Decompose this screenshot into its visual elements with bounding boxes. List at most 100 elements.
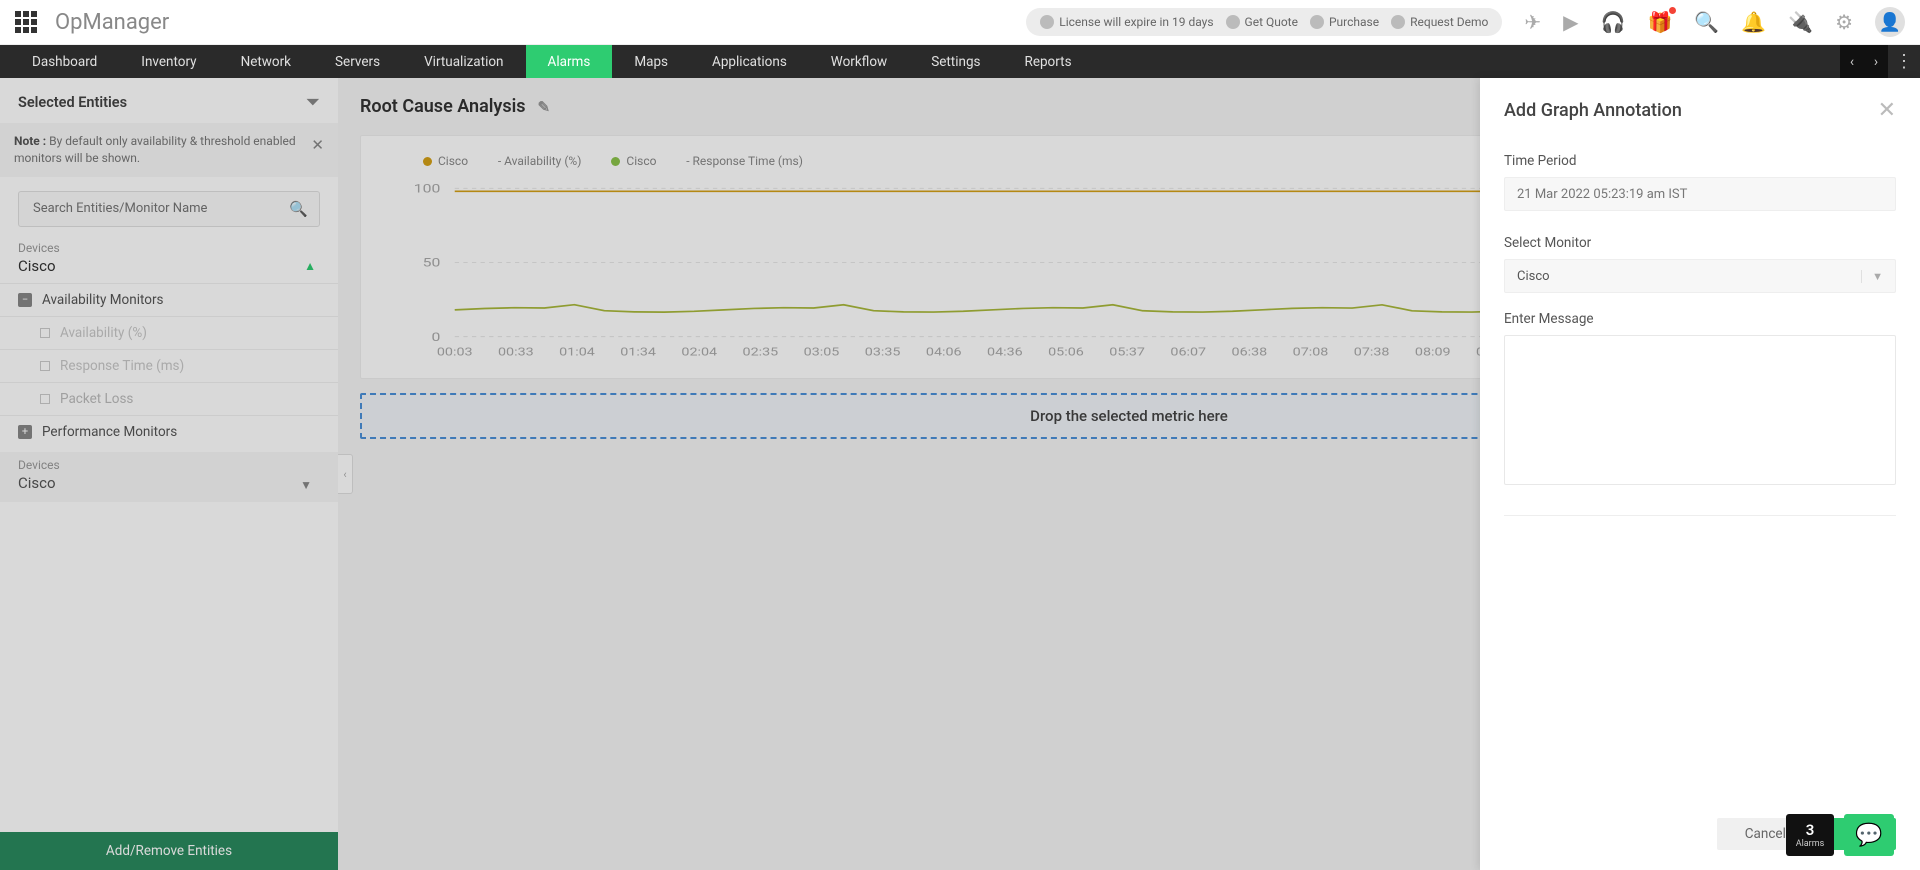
svg-text:04:36: 04:36	[987, 346, 1023, 359]
availability-monitors-row[interactable]: − Availability Monitors	[0, 283, 338, 316]
nav-reports[interactable]: Reports	[1003, 45, 1094, 78]
caret-up-icon: ▲	[304, 259, 316, 273]
svg-text:06:07: 06:07	[1170, 346, 1206, 359]
sidebar-title: Selected Entities	[18, 94, 127, 111]
nav-applications[interactable]: Applications	[690, 45, 809, 78]
svg-text:02:35: 02:35	[743, 346, 779, 359]
plug-icon[interactable]: 🔌	[1788, 10, 1813, 34]
filter-icon[interactable]: ⏷	[306, 92, 320, 113]
sidebar: Selected Entities ⏷ Note : By default on…	[0, 78, 338, 870]
svg-text:0: 0	[432, 331, 441, 344]
legend-item: Cisco - Availability (%)	[423, 154, 581, 168]
select-monitor-dropdown[interactable]: Cisco ▼	[1504, 259, 1896, 293]
svg-text:100: 100	[414, 183, 441, 196]
sidebar-note: Note : By default only availability & th…	[0, 123, 338, 177]
license-expire-text: License will expire in 19 days	[1059, 15, 1213, 29]
purchase-link[interactable]: Purchase	[1310, 15, 1379, 29]
nav-arrows: ‹ ›	[1840, 45, 1888, 78]
alarm-badge[interactable]: 3 Alarms	[1786, 814, 1834, 856]
svg-text:07:08: 07:08	[1293, 346, 1329, 359]
nav-alarms[interactable]: Alarms	[526, 45, 613, 78]
main-nav: DashboardInventoryNetworkServersVirtuali…	[0, 45, 1920, 78]
svg-text:00:33: 00:33	[498, 346, 534, 359]
monitor-tree: − Availability Monitors Availability (%)…	[0, 283, 338, 448]
cart-icon	[1310, 15, 1324, 29]
panel-title: Add Graph Annotation	[1504, 100, 1682, 121]
drag-handle-icon	[40, 394, 50, 404]
time-period-field[interactable]	[1504, 177, 1896, 211]
nav-virtualization[interactable]: Virtualization	[402, 45, 525, 78]
topbar-icons: ✈ ▶ 🎧 🎁 🔍 🔔 🔌 ⚙ 👤	[1524, 7, 1905, 37]
apps-grid-icon[interactable]	[15, 11, 37, 33]
search-icon[interactable]: 🔍	[289, 200, 308, 218]
nav-prev-icon[interactable]: ‹	[1840, 45, 1864, 78]
performance-monitors-row[interactable]: + Performance Monitors	[0, 415, 338, 448]
nav-network[interactable]: Network	[219, 45, 313, 78]
presentation-icon[interactable]: ▶	[1563, 10, 1578, 34]
demo-icon	[1391, 15, 1405, 29]
minus-box-icon: −	[18, 293, 32, 307]
nav-inventory[interactable]: Inventory	[119, 45, 218, 78]
select-monitor-label: Select Monitor	[1504, 235, 1896, 251]
nav-servers[interactable]: Servers	[313, 45, 402, 78]
add-remove-entities-button[interactable]: Add/Remove Entities	[0, 832, 338, 870]
collapse-sidebar-handle[interactable]: ‹	[338, 454, 353, 494]
drag-handle-icon	[40, 328, 50, 338]
svg-text:00:03: 00:03	[437, 346, 473, 359]
caret-down-icon: ▼	[300, 478, 312, 492]
rocket-icon[interactable]: ✈	[1524, 10, 1541, 34]
svg-text:05:37: 05:37	[1109, 346, 1145, 359]
page-title: Root Cause Analysis	[360, 96, 526, 117]
svg-text:07:38: 07:38	[1354, 346, 1390, 359]
request-demo-link[interactable]: Request Demo	[1391, 15, 1488, 29]
svg-text:03:35: 03:35	[865, 346, 901, 359]
avatar[interactable]: 👤	[1875, 7, 1905, 37]
device-group-cisco[interactable]: Cisco ▲	[0, 255, 338, 283]
message-textarea[interactable]	[1504, 335, 1896, 485]
enter-message-label: Enter Message	[1504, 311, 1896, 327]
license-pill: License will expire in 19 days Get Quote…	[1026, 8, 1502, 36]
legend-item: Cisco - Response Time (ms)	[611, 154, 803, 168]
nav-dashboard[interactable]: Dashboard	[10, 45, 119, 78]
topbar: OpManager License will expire in 19 days…	[0, 0, 1920, 45]
close-panel-icon[interactable]: ✕	[1878, 98, 1896, 123]
gear-icon[interactable]: ⚙	[1835, 10, 1853, 34]
svg-text:03:05: 03:05	[804, 346, 840, 359]
nav-workflow[interactable]: Workflow	[809, 45, 909, 78]
annotation-panel: Add Graph Annotation ✕ Time Period Selec…	[1480, 78, 1920, 870]
metric-response-time[interactable]: Response Time (ms)	[0, 349, 338, 382]
dollar-icon	[1226, 15, 1240, 29]
nav-next-icon[interactable]: ›	[1864, 45, 1888, 78]
svg-text:02:04: 02:04	[681, 346, 717, 359]
chevron-down-icon: ▼	[1861, 270, 1883, 283]
time-period-label: Time Period	[1504, 153, 1896, 169]
search-input[interactable]	[18, 191, 320, 227]
metric-packet-loss[interactable]: Packet Loss	[0, 382, 338, 415]
gift-icon[interactable]: 🎁	[1647, 10, 1672, 34]
svg-text:01:34: 01:34	[620, 346, 656, 359]
svg-text:04:06: 04:06	[926, 346, 962, 359]
svg-text:05:06: 05:06	[1048, 346, 1084, 359]
bell-icon[interactable]: 🔔	[1741, 10, 1766, 34]
svg-text:08:09: 08:09	[1415, 346, 1451, 359]
metric-availability[interactable]: Availability (%)	[0, 316, 338, 349]
edit-icon[interactable]: ✎	[538, 98, 551, 116]
clock-icon	[1040, 15, 1054, 29]
nav-maps[interactable]: Maps	[612, 45, 690, 78]
plus-box-icon: +	[18, 425, 32, 439]
drag-handle-icon	[40, 361, 50, 371]
nav-kebab-icon[interactable]: ⋮	[1888, 45, 1920, 78]
nav-settings[interactable]: Settings	[909, 45, 1002, 78]
headset-icon[interactable]: 🎧	[1601, 10, 1626, 34]
svg-text:50: 50	[423, 257, 441, 270]
chat-button[interactable]: 💬	[1844, 814, 1894, 856]
get-quote-link[interactable]: Get Quote	[1226, 15, 1298, 29]
close-note-icon[interactable]: ✕	[311, 135, 324, 156]
svg-text:06:38: 06:38	[1232, 346, 1268, 359]
search-icon[interactable]: 🔍	[1694, 10, 1719, 34]
sidebar-search: 🔍	[18, 191, 320, 227]
device-group-2[interactable]: Devices Cisco ▼	[0, 452, 338, 502]
svg-text:01:04: 01:04	[559, 346, 595, 359]
devices-label: Devices	[0, 237, 338, 255]
brand-title: OpManager	[55, 10, 169, 35]
